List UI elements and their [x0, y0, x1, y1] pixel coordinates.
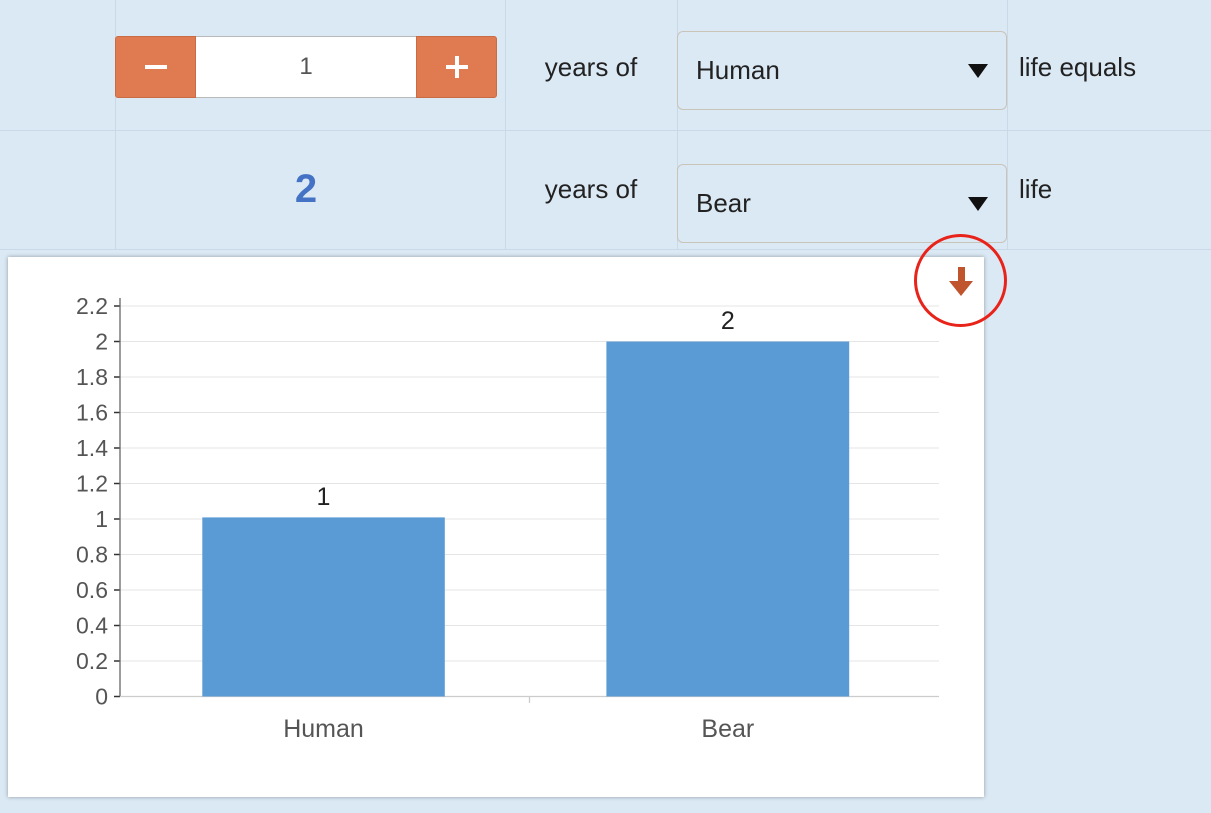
svg-text:1.2: 1.2: [76, 471, 108, 497]
svg-text:0.8: 0.8: [76, 542, 108, 568]
svg-text:Human: Human: [283, 715, 364, 743]
svg-text:2: 2: [95, 329, 108, 355]
svg-text:1: 1: [317, 483, 331, 511]
svg-text:0.2: 0.2: [76, 648, 108, 674]
svg-text:0: 0: [95, 684, 108, 710]
svg-text:2: 2: [721, 307, 735, 335]
svg-text:1.8: 1.8: [76, 364, 108, 390]
svg-text:1.6: 1.6: [76, 400, 108, 426]
svg-text:Bear: Bear: [701, 715, 754, 743]
svg-text:0.4: 0.4: [76, 613, 108, 639]
svg-text:0.6: 0.6: [76, 577, 108, 603]
svg-text:2.2: 2.2: [76, 293, 108, 319]
svg-text:1.4: 1.4: [76, 435, 108, 461]
svg-text:1: 1: [95, 506, 108, 532]
